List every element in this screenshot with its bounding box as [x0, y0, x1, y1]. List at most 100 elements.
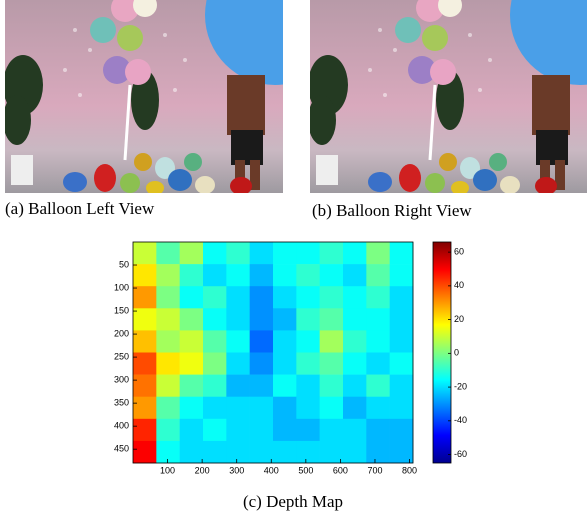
heatmap-cell: [203, 286, 227, 308]
heatmap-cell: [180, 375, 204, 397]
caption: (c) Depth Map: [243, 492, 343, 511]
heatmap-cell: [226, 286, 250, 308]
heatmap-cell: [296, 441, 320, 463]
heatmap-cell: [296, 242, 320, 264]
heatmap-cell: [133, 441, 157, 463]
heatmap-cell: [226, 330, 250, 352]
right-view-image: [308, 0, 587, 195]
x-tick-label: 300: [229, 465, 244, 475]
heatmap-cell: [133, 308, 157, 330]
heatmap-cell: [273, 397, 297, 419]
heatmap-cell: [343, 308, 367, 330]
caption: (b) Balloon Right View: [312, 201, 472, 220]
heatmap-cell: [273, 264, 297, 286]
heatmap-cell: [320, 397, 344, 419]
heatmap-cell: [133, 264, 157, 286]
heatmap-cell: [133, 419, 157, 441]
heatmap-cell: [250, 264, 274, 286]
heatmap-cell: [133, 353, 157, 375]
heatmap-cell: [343, 397, 367, 419]
heatmap-plot: [133, 242, 413, 463]
heatmap-cell: [296, 375, 320, 397]
heatmap-cell: [156, 353, 180, 375]
heatmap-cell: [343, 264, 367, 286]
heatmap-cell: [320, 375, 344, 397]
heatmap-cell: [180, 397, 204, 419]
heatmap-cell: [203, 242, 227, 264]
heatmap-cell: [320, 308, 344, 330]
figure-canvas: (a) Balloon Left View (b) Balloon Right …: [0, 0, 587, 517]
heatmap-cell: [366, 286, 390, 308]
heatmap-cell: [250, 397, 274, 419]
heatmap-cell: [273, 242, 297, 264]
heatmap-cell: [320, 330, 344, 352]
y-tick-label: 300: [114, 375, 129, 385]
heatmap-cell: [273, 286, 297, 308]
colorbar-tick-label: 60: [454, 246, 464, 256]
heatmap-cell: [203, 353, 227, 375]
colorbar-tick-label: 0: [454, 348, 459, 358]
heatmap-cell: [366, 375, 390, 397]
heatmap-cell: [226, 375, 250, 397]
heatmap-cell: [180, 264, 204, 286]
heatmap-cell: [390, 397, 414, 419]
heatmap-cell: [390, 419, 414, 441]
left-view-image: [3, 0, 345, 195]
heatmap-cell: [343, 353, 367, 375]
heatmap-cell: [273, 441, 297, 463]
y-tick-label: 450: [114, 444, 129, 454]
heatmap-cell: [343, 419, 367, 441]
heatmap-cell: [156, 397, 180, 419]
heatmap-cell: [133, 242, 157, 264]
heatmap-cell: [156, 308, 180, 330]
heatmap-cell: [343, 330, 367, 352]
x-tick-label: 700: [367, 465, 382, 475]
heatmap-cell: [320, 353, 344, 375]
heatmap-cell: [226, 441, 250, 463]
heatmap-cell: [390, 286, 414, 308]
heatmap-cell: [180, 242, 204, 264]
heatmap-cell: [180, 419, 204, 441]
x-tick-label: 600: [333, 465, 348, 475]
caption: (a) Balloon Left View: [5, 199, 155, 218]
heatmap-cell: [273, 375, 297, 397]
y-tick-label: 400: [114, 421, 129, 431]
heatmap-cell: [296, 419, 320, 441]
heatmap-cell: [156, 375, 180, 397]
y-tick-label: 250: [114, 351, 129, 361]
x-tick-label: 400: [264, 465, 279, 475]
figure: (a) Balloon Left View (b) Balloon Right …: [0, 0, 587, 517]
heatmap-cell: [320, 286, 344, 308]
heatmap-cell: [250, 419, 274, 441]
heatmap-cell: [250, 242, 274, 264]
heatmap-cell: [343, 242, 367, 264]
heatmap-cell: [203, 330, 227, 352]
heatmap-cell: [343, 375, 367, 397]
heatmap-cell: [366, 264, 390, 286]
heatmap-cell: [156, 242, 180, 264]
heatmap-cell: [366, 308, 390, 330]
x-tick-label: 200: [195, 465, 210, 475]
heatmap-cell: [273, 308, 297, 330]
heatmap-cell: [156, 330, 180, 352]
heatmap-cell: [366, 441, 390, 463]
colorbar-tick-label: -40: [454, 415, 467, 425]
heatmap-cell: [156, 286, 180, 308]
heatmap-cell: [203, 419, 227, 441]
heatmap-cell: [320, 264, 344, 286]
heatmap-cell: [156, 419, 180, 441]
heatmap-cell: [390, 375, 414, 397]
heatmap-cell: [226, 397, 250, 419]
heatmap-cell: [320, 441, 344, 463]
heatmap-cell: [133, 286, 157, 308]
colorbar-tick-label: 20: [454, 314, 464, 324]
colorbar-tick-label: -60: [454, 449, 467, 459]
colorbar-tick-label: -20: [454, 381, 467, 391]
y-tick-label: 200: [114, 328, 129, 338]
heatmap-cell: [320, 242, 344, 264]
heatmap-cell: [296, 330, 320, 352]
heatmap-cell: [180, 353, 204, 375]
x-tick-label: 800: [402, 465, 417, 475]
colorbar: [433, 242, 451, 463]
x-tick-label: 100: [160, 465, 175, 475]
